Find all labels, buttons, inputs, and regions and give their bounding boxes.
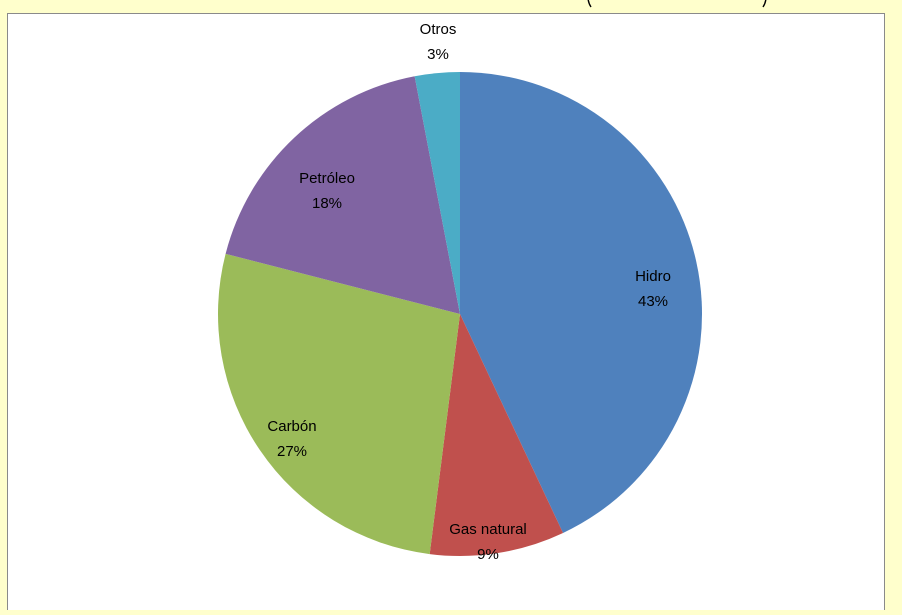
pie-chart: Hidro 43% Gas natural 9% Carbón 27% Petróleo 18… <box>217 21 703 563</box>
slice-percent-label: 27% <box>277 443 307 460</box>
plot-area: Hidro 43% Gas natural 9% Carbón 27% Petróleo 18… <box>7 13 885 610</box>
pie-slice-hidro <box>460 72 703 533</box>
title-strip <box>0 0 902 13</box>
slice-label: Carbón <box>267 418 316 435</box>
slice-percent-label: 3% <box>427 46 449 63</box>
slice-label: Hidro <box>635 268 671 285</box>
slice-label: Gas natural <box>449 521 527 538</box>
pie-slices <box>217 72 703 556</box>
slice-label: Petróleo <box>299 170 355 187</box>
slice-percent-label: 9% <box>477 546 499 563</box>
pie-labels: Hidro 43% Gas natural 9% Carbón 27% Petróleo 18… <box>267 21 671 563</box>
cropped-title-remnant <box>587 0 767 8</box>
pie-slice-carb-n <box>217 253 460 555</box>
slice-percent-label: 43% <box>638 293 668 310</box>
slice-percent-label: 18% <box>312 195 342 212</box>
pie-slice-gas-natural <box>429 314 564 556</box>
slice-label: Otros <box>420 21 457 38</box>
pie-slice-petr-leo <box>225 76 460 314</box>
pie-slice-otros <box>414 72 460 314</box>
